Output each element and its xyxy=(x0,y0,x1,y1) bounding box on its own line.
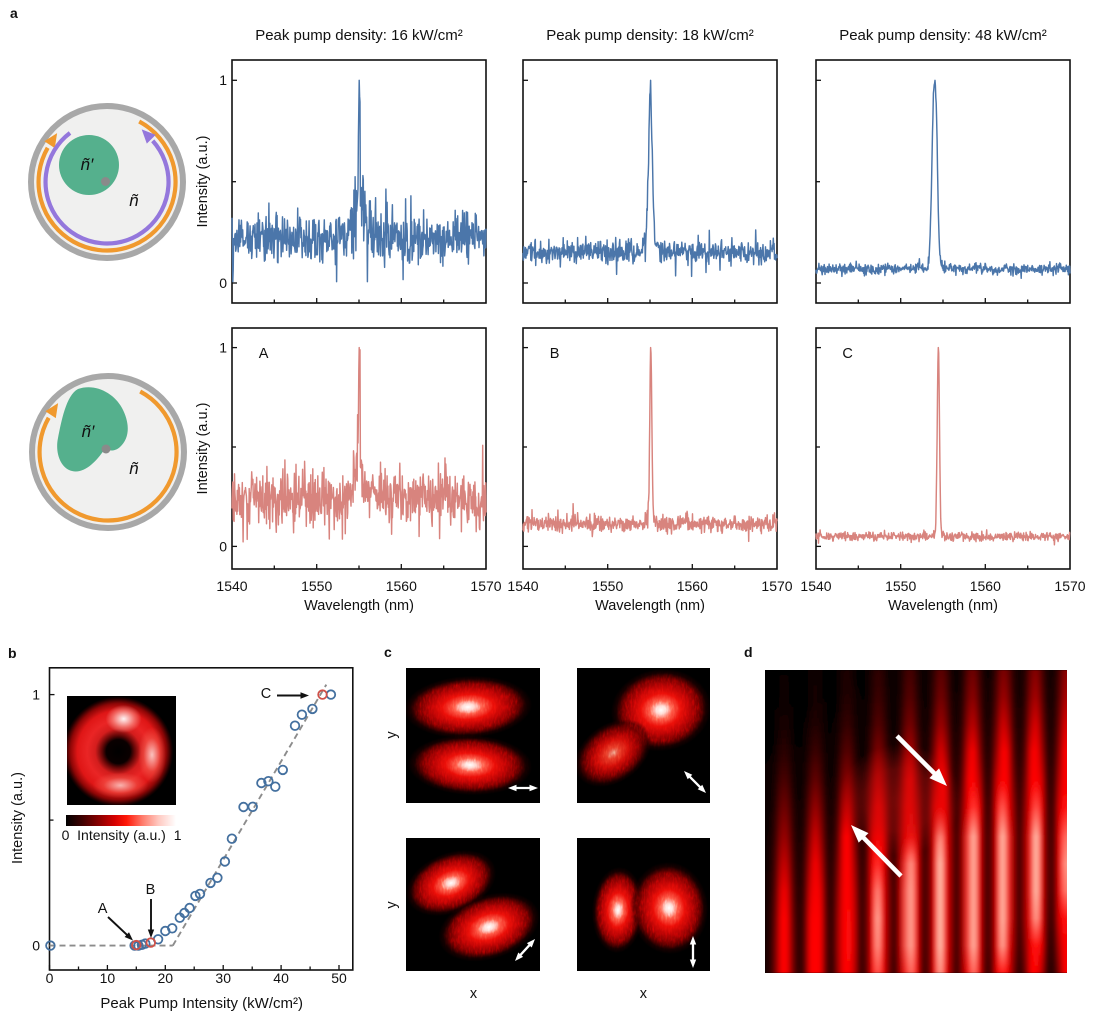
svg-text:1550: 1550 xyxy=(301,578,332,594)
svg-text:50: 50 xyxy=(331,970,347,986)
svg-text:Peak Pump Intensity (kW/cm²): Peak Pump Intensity (kW/cm²) xyxy=(100,995,303,1012)
svg-text:1: 1 xyxy=(219,340,227,356)
svg-text:1540: 1540 xyxy=(507,578,538,594)
svg-text:c: c xyxy=(384,644,392,660)
svg-text:ñ′: ñ′ xyxy=(81,155,94,174)
svg-text:Peak pump density: 16 kW/cm²: Peak pump density: 16 kW/cm² xyxy=(255,27,463,44)
svg-text:Peak pump density: 18 kW/cm²: Peak pump density: 18 kW/cm² xyxy=(546,27,754,44)
svg-text:b: b xyxy=(8,645,17,661)
svg-text:Intensity (a.u.): Intensity (a.u.) xyxy=(77,827,166,843)
svg-text:1560: 1560 xyxy=(970,578,1001,594)
svg-text:A: A xyxy=(259,346,269,362)
svg-text:Wavelength (nm): Wavelength (nm) xyxy=(595,598,705,614)
svg-text:Peak pump density: 48 kW/cm²: Peak pump density: 48 kW/cm² xyxy=(839,27,1047,44)
svg-text:30: 30 xyxy=(215,970,231,986)
svg-text:40: 40 xyxy=(273,970,289,986)
svg-text:1540: 1540 xyxy=(800,578,831,594)
svg-text:Wavelength (nm): Wavelength (nm) xyxy=(888,598,998,614)
svg-text:0: 0 xyxy=(219,538,227,554)
svg-text:Intensity (a.u.): Intensity (a.u.) xyxy=(10,772,26,864)
svg-text:20: 20 xyxy=(158,970,174,986)
svg-text:ñ: ñ xyxy=(129,459,139,478)
svg-text:x: x xyxy=(470,986,478,1002)
svg-text:0: 0 xyxy=(32,938,40,954)
svg-text:y: y xyxy=(384,731,400,739)
svg-text:1: 1 xyxy=(174,827,182,843)
svg-text:C: C xyxy=(842,346,852,362)
svg-text:1570: 1570 xyxy=(761,578,792,594)
svg-text:1550: 1550 xyxy=(885,578,916,594)
svg-text:1: 1 xyxy=(32,687,40,703)
svg-text:A: A xyxy=(98,901,108,917)
svg-text:y: y xyxy=(384,901,400,909)
svg-text:1570: 1570 xyxy=(1054,578,1085,594)
svg-text:a: a xyxy=(10,5,18,21)
svg-text:Wavelength (nm): Wavelength (nm) xyxy=(304,598,414,614)
svg-text:0: 0 xyxy=(46,970,54,986)
svg-text:0: 0 xyxy=(219,275,227,291)
svg-text:ñ: ñ xyxy=(129,191,139,210)
svg-text:Intensity (a.u.): Intensity (a.u.) xyxy=(195,136,211,228)
svg-text:B: B xyxy=(146,882,156,898)
svg-text:1570: 1570 xyxy=(470,578,501,594)
svg-text:0: 0 xyxy=(62,827,70,843)
svg-text:Intensity (a.u.): Intensity (a.u.) xyxy=(195,403,211,495)
svg-text:B: B xyxy=(550,346,560,362)
svg-text:1560: 1560 xyxy=(386,578,417,594)
svg-text:d: d xyxy=(744,644,753,660)
svg-text:10: 10 xyxy=(100,970,116,986)
svg-text:1: 1 xyxy=(219,72,227,88)
svg-text:x: x xyxy=(640,986,648,1002)
svg-text:C: C xyxy=(261,686,271,702)
svg-text:1560: 1560 xyxy=(677,578,708,594)
svg-text:1540: 1540 xyxy=(216,578,247,594)
svg-text:ñ′: ñ′ xyxy=(82,422,95,441)
svg-text:1550: 1550 xyxy=(592,578,623,594)
